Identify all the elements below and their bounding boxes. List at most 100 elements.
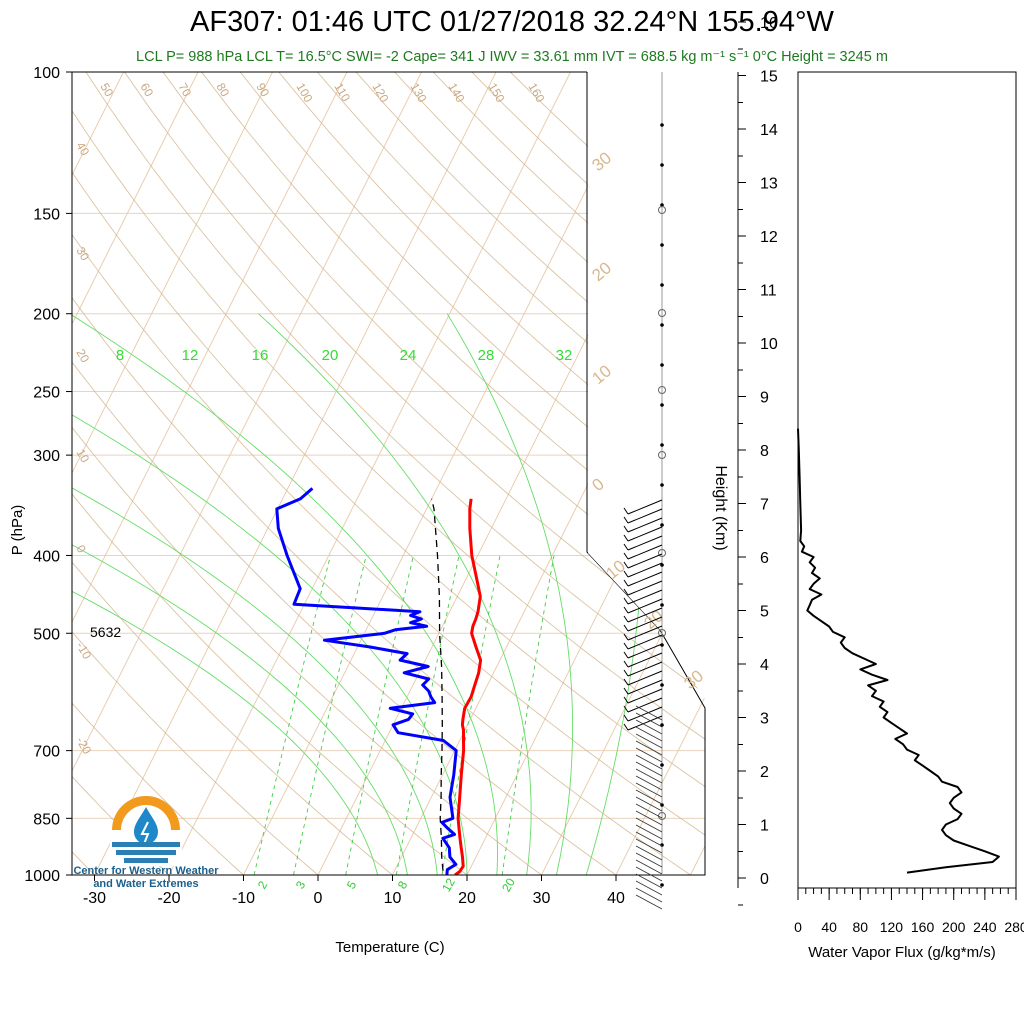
wind-circle (658, 549, 666, 557)
y-tick-label: 300 (33, 448, 60, 465)
wind-barb-flag (623, 552, 629, 560)
flux-frame (797, 71, 1017, 889)
moist-adiabat-line (72, 590, 379, 875)
isotherm-label: 160 (525, 81, 547, 106)
dewpoint-line (275, 487, 458, 875)
wind-barb-flag (623, 570, 629, 578)
wind-calm-dot (660, 483, 664, 487)
wind-barb (627, 526, 663, 542)
flux-x-tick-label: 280 (1004, 919, 1024, 935)
dry-adiabat-line (162, 72, 705, 605)
wind-barb (627, 535, 663, 551)
flux-x-tick-label: 160 (911, 919, 935, 935)
dry-adiabat-line (72, 561, 394, 875)
x-tick-label: -10 (232, 890, 255, 907)
wind-calm-dot (660, 123, 664, 127)
wind-calm-dot (660, 243, 664, 247)
flux-x-tick-label: 240 (973, 919, 997, 935)
dry-adiabat-line (124, 72, 705, 649)
wind-barb-flag (623, 696, 629, 704)
x-tick-label: 0 (314, 890, 323, 907)
wind-barb (635, 782, 663, 798)
wind-barb (627, 634, 663, 650)
moist-adiabat-line (72, 544, 408, 875)
dry-adiabat-line (201, 72, 705, 562)
wind-barb (635, 880, 663, 896)
wind-barb (627, 679, 663, 695)
isotherm-label: 30 (73, 245, 92, 264)
flux-x-tick-label: 40 (821, 919, 837, 935)
wind-calm-dot (660, 523, 664, 527)
x-axis-label: Temperature (C) (335, 939, 444, 956)
height-tick-label: 15 (760, 69, 778, 86)
isotherm-label: -10 (73, 640, 94, 662)
wind-barb (627, 625, 663, 641)
isotherm-line (168, 72, 571, 875)
isotherm-label: 150 (485, 81, 507, 106)
dry-adiabat-line (85, 72, 705, 694)
wind-barb (635, 866, 663, 882)
isotherm-label: 60 (137, 81, 156, 100)
plot-frame (71, 71, 706, 876)
wind-barb-flag (623, 534, 629, 542)
x-tick-label: 30 (533, 890, 551, 907)
isotherm-line (72, 72, 422, 773)
wind-barb (635, 775, 663, 791)
wind-barb (635, 859, 663, 875)
wind-barb (635, 894, 663, 910)
wind-barb (627, 517, 663, 533)
moist-adiabat-label: 8 (116, 347, 124, 364)
wind-barb-flag (623, 633, 629, 641)
wind-barb (635, 740, 663, 756)
height-tick-label: 9 (760, 390, 769, 407)
height-tick-label: 13 (760, 176, 778, 193)
height-tick-label: 11 (760, 283, 777, 300)
wind-barb (627, 580, 663, 596)
moist-adiabat-line (72, 314, 498, 875)
wind-circle (658, 206, 666, 214)
wind-calm-dot (660, 163, 664, 167)
mixing-ratio-label: 12 (439, 875, 458, 894)
wind-calm-dot (660, 683, 664, 687)
wind-barb-flag (623, 714, 629, 722)
isotherm-label: 70 (175, 81, 194, 100)
y-tick-label: 700 (33, 744, 60, 761)
isotherm-line (243, 72, 646, 875)
wind-barb (635, 845, 663, 861)
wind-calm-dot (660, 283, 664, 287)
y-tick-label: 1000 (24, 868, 60, 885)
mixing-ratio-label: 3 (293, 878, 309, 891)
wind-barb (627, 562, 663, 578)
isotherm-line (765, 72, 1024, 875)
y-axis-label: P (hPa) (9, 505, 26, 556)
mixing-ratio-label: 2 (255, 878, 271, 891)
isotherm-label: 80 (213, 81, 232, 100)
dry-adiabat-line (72, 702, 245, 875)
flux-x-tick-label: 0 (794, 919, 802, 935)
dry-adiabat-line (72, 851, 96, 875)
height-tick-label: 6 (760, 550, 769, 567)
wind-barb-flag (623, 579, 629, 587)
y-tick-label: 850 (33, 811, 60, 828)
temperature-line (454, 498, 483, 875)
height-tick-label: 8 (760, 443, 769, 460)
dry-adiabat-line (239, 72, 705, 520)
wind-barb (627, 670, 663, 686)
wind-barb (627, 715, 663, 731)
wind-calm-dot (660, 763, 664, 767)
x-tick-label: -20 (157, 890, 180, 907)
height-tick-label: 1 (760, 818, 769, 835)
x-tick-label: -30 (83, 890, 106, 907)
logo-caption: Center for Western Weather and Water Ext… (66, 865, 226, 891)
moist-adiabat-label: 28 (478, 347, 495, 364)
wind-barb (627, 688, 663, 704)
wind-barb (627, 544, 663, 560)
cw3e-logo (110, 796, 182, 866)
wind-calm-dot (660, 403, 664, 407)
wind-calm-dot (660, 883, 664, 887)
isotherm-line (72, 72, 273, 475)
wind-circle (658, 309, 666, 317)
y-tick-label: 250 (33, 385, 60, 402)
wind-barb (635, 873, 663, 889)
